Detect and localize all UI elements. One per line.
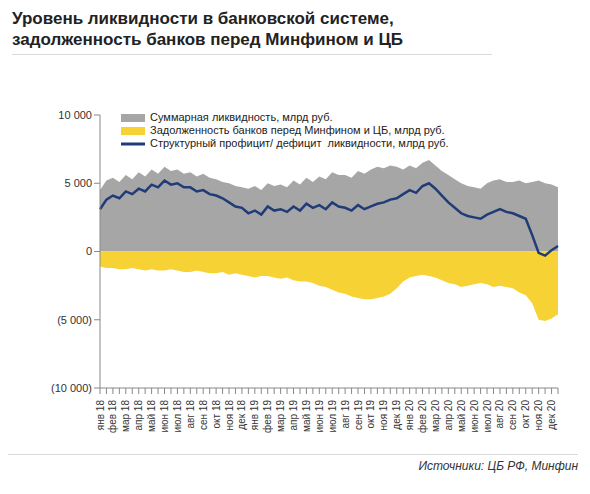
svg-text:июл 20: июл 20	[482, 400, 493, 433]
svg-text:янв 18: янв 18	[95, 400, 106, 431]
svg-text:(10 000): (10 000)	[51, 382, 92, 394]
svg-text:янв 19: янв 19	[249, 400, 260, 431]
svg-text:июл 18: июл 18	[172, 400, 183, 433]
svg-text:янв 20: янв 20	[404, 400, 415, 431]
svg-text:5 000: 5 000	[64, 177, 92, 189]
svg-text:авг 19: авг 19	[340, 400, 351, 429]
svg-text:фев 19: фев 19	[262, 400, 273, 433]
svg-text:сен 19: сен 19	[353, 400, 364, 430]
svg-text:фев 20: фев 20	[417, 400, 428, 433]
svg-text:ноя 18: ноя 18	[224, 400, 235, 431]
svg-text:апр 19: апр 19	[288, 400, 299, 431]
html-text:Суммарная ликвидность, млрд ру: Суммарная ликвидность, млрд руб.	[150, 111, 333, 123]
svg-text:дек 19: дек 19	[391, 400, 402, 430]
svg-text:сен 20: сен 20	[507, 400, 518, 430]
svg-text:авг 18: авг 18	[185, 400, 196, 429]
svg-text:май 18: май 18	[146, 400, 157, 432]
svg-text:авг 20: авг 20	[494, 400, 505, 429]
svg-text:дек 18: дек 18	[236, 400, 247, 430]
svg-text:окт 20: окт 20	[520, 400, 531, 429]
svg-text:июн 19: июн 19	[314, 400, 325, 433]
svg-text:июн 20: июн 20	[469, 400, 480, 433]
html-text:Источники: ЦБ РФ, Минфин: Источники: ЦБ РФ, Минфин	[418, 459, 578, 473]
svg-text:окт 19: окт 19	[365, 400, 376, 429]
svg-text:мар 19: мар 19	[275, 400, 286, 432]
html-text:Уровень ликвидности в банковск: Уровень ликвидности в банковской системе…	[12, 9, 404, 49]
svg-text:(5 000): (5 000)	[57, 314, 92, 326]
svg-text:10 000: 10 000	[58, 109, 92, 121]
svg-text:июл 19: июл 19	[327, 400, 338, 433]
svg-text:0: 0	[86, 245, 92, 257]
svg-text:май 20: май 20	[456, 400, 467, 432]
svg-text:ноя 20: ноя 20	[533, 400, 544, 431]
svg-text:апр 18: апр 18	[133, 400, 144, 431]
svg-text:ноя 19: ноя 19	[378, 400, 389, 431]
svg-text:апр 20: апр 20	[443, 400, 454, 431]
html-text:Задолженность банков перед Мин: Задолженность банков перед Минфином и ЦБ…	[150, 124, 445, 136]
svg-text:мар 18: мар 18	[120, 400, 131, 432]
svg-text:май 19: май 19	[301, 400, 312, 432]
svg-text:фев 18: фев 18	[107, 400, 118, 433]
svg-text:окт 18: окт 18	[211, 400, 222, 429]
svg-text:июн 18: июн 18	[159, 400, 170, 433]
svg-text:дек 20: дек 20	[546, 400, 557, 430]
svg-text:мар 20: мар 20	[430, 400, 441, 432]
svg-text:сен 18: сен 18	[198, 400, 209, 430]
html-text:Структурный профицит/ дефицит: Структурный профицит/ дефицит ликвидност…	[150, 137, 449, 149]
